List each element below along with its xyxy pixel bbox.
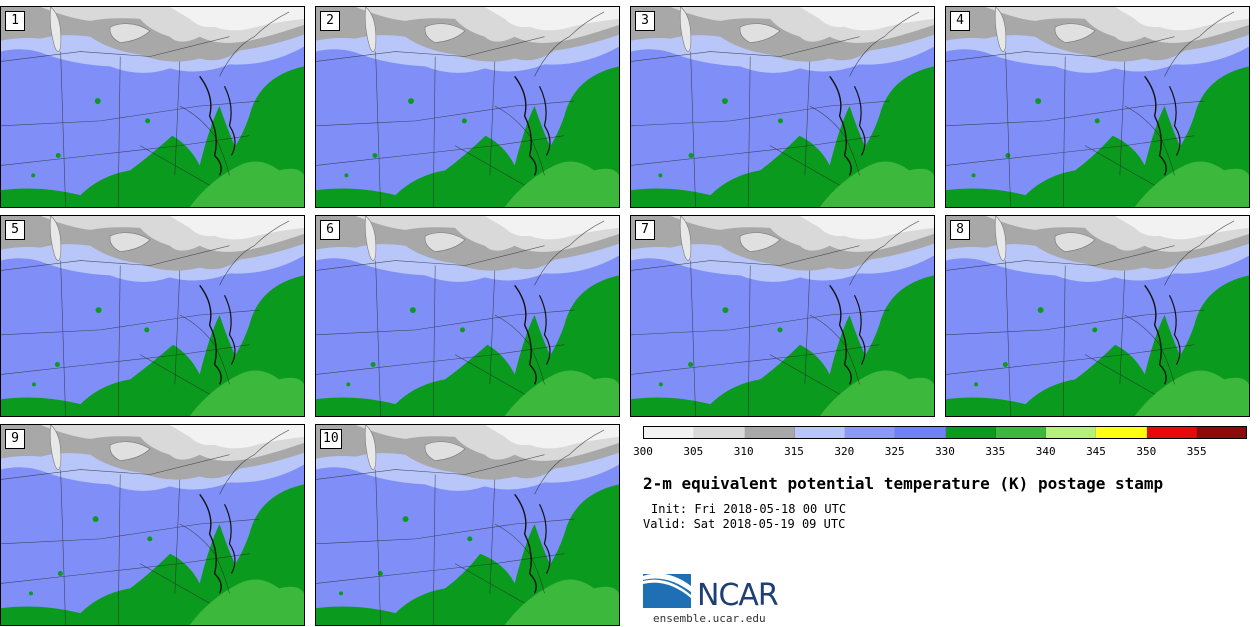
colorbar-segment — [1146, 427, 1197, 438]
colorbar-segment — [694, 427, 745, 438]
map-image — [1, 7, 304, 207]
member-number-badge: 7 — [635, 220, 655, 240]
colorbar-tick-label: 320 — [834, 445, 855, 458]
postage-stamp-panel: 8 — [945, 215, 1250, 417]
member-number-badge: 3 — [635, 11, 655, 31]
map-image — [316, 7, 619, 207]
colorbar-segment — [995, 427, 1046, 438]
init-time: Init: Fri 2018-05-18 00 UTC — [651, 502, 847, 516]
member-number-badge: 1 — [5, 11, 25, 31]
colorbar-tick-label: 310 — [733, 445, 754, 458]
ncar-logo-text: NCAR — [697, 578, 779, 613]
colorbar-segment — [644, 427, 695, 438]
postage-stamp-panel: 4 — [945, 6, 1250, 208]
map-image — [316, 425, 619, 625]
member-number-badge: 4 — [950, 11, 970, 31]
colorbar-segment — [1046, 427, 1097, 438]
member-number-badge: 5 — [5, 220, 25, 240]
map-image — [1, 425, 304, 625]
figure-title: 2-m equivalent potential temperature (K)… — [643, 474, 1164, 493]
colorbar-tick-label: 345 — [1086, 445, 1106, 458]
colorbar-tick-label: 325 — [884, 445, 905, 458]
member-number-badge: 2 — [320, 11, 340, 31]
colorbar-ticks: 300 305 310 315 320 325 330 335 340 345 350 355 — [633, 445, 1247, 459]
postage-stamp-panel: 7 — [630, 215, 935, 417]
colorbar-tick-label: 335 — [985, 445, 1006, 458]
map-image — [316, 216, 619, 416]
colorbar-tick-label: 350 — [1136, 445, 1157, 458]
map-image — [946, 216, 1249, 416]
colorbar-tick-label: 300 — [633, 445, 653, 458]
colorbar-segment — [895, 427, 946, 438]
postage-stamp-panel: 1 — [0, 6, 305, 208]
colorbar-segment — [945, 427, 996, 438]
postage-stamp-panel: 2 — [315, 6, 620, 208]
postage-stamp-panel: 9 — [0, 424, 305, 626]
valid-time: Valid: Sat 2018-05-19 09 UTC — [643, 517, 846, 531]
member-number-badge: 8 — [950, 220, 970, 240]
map-image — [631, 7, 934, 207]
member-number-badge: 9 — [5, 429, 25, 449]
colorbar-tick-label: 355 — [1186, 445, 1207, 458]
postage-stamp-panel: 10 — [315, 424, 620, 626]
colorbar — [643, 426, 1247, 439]
colorbar-segment — [845, 427, 896, 438]
map-image — [946, 7, 1249, 207]
colorbar-tick-label: 330 — [935, 445, 955, 458]
colorbar-segment — [1096, 427, 1147, 438]
member-number-badge: 6 — [320, 220, 340, 240]
colorbar-tick-label: 315 — [784, 445, 804, 458]
colorbar-segment — [744, 427, 795, 438]
colorbar-segment — [794, 427, 845, 438]
postage-stamp-panel: 3 — [630, 6, 935, 208]
member-number-badge: 10 — [320, 429, 342, 449]
colorbar-tick-label: 305 — [683, 445, 704, 458]
colorbar-segment — [1196, 427, 1246, 438]
website-label: ensemble.ucar.edu — [653, 612, 766, 625]
postage-stamp-panel: 5 — [0, 215, 305, 417]
map-image — [631, 216, 934, 416]
map-image — [1, 216, 304, 416]
colorbar-tick-label: 340 — [1035, 445, 1056, 458]
postage-stamp-panel: 6 — [315, 215, 620, 417]
ncar-logo-icon — [643, 573, 691, 608]
